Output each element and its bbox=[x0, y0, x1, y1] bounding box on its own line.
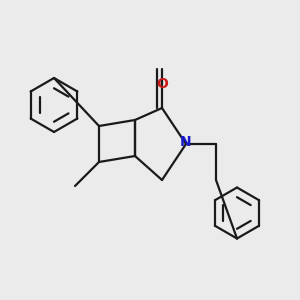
Text: N: N bbox=[180, 136, 192, 149]
Text: O: O bbox=[156, 76, 168, 91]
